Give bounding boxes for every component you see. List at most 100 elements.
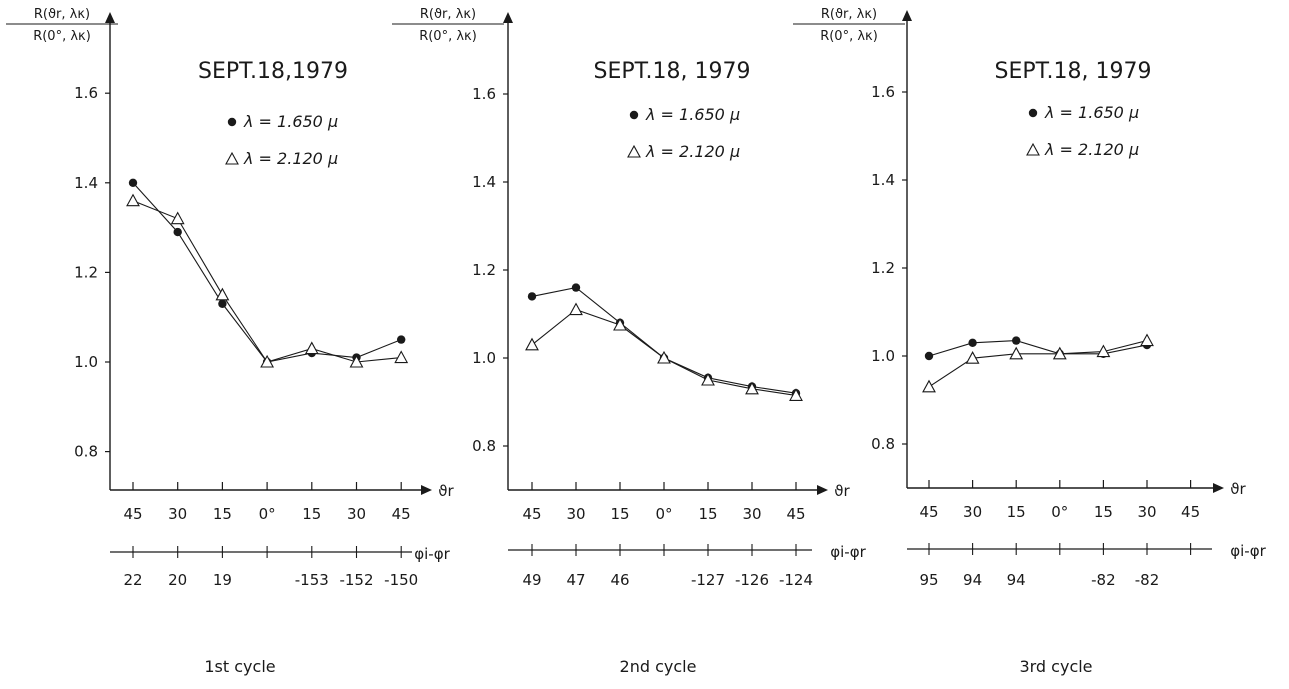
secondary-tick-label: 22	[123, 571, 142, 589]
data-point-circle	[173, 227, 182, 237]
y-tick-label: 1.6	[472, 85, 496, 103]
data-point-triangle	[965, 351, 980, 364]
panel-1: ϑr 0.8 1.0 1.2 1.4 1.6 R(ϑr, λκ) R(0°, λκ) 45 30 1…	[6, 7, 455, 676]
y-tick-label: 0.8	[472, 437, 496, 455]
y-axis-label-numerator: R(ϑr, λκ)	[34, 7, 90, 22]
y-axis-label-numerator: R(ϑr, λκ)	[821, 7, 877, 22]
x-axis-label: ϑr	[438, 482, 454, 500]
series-line-2	[928, 340, 1148, 388]
data-point-triangle	[789, 388, 803, 401]
panel-caption: 2nd cycle	[620, 657, 697, 676]
x-tick-label: 30	[742, 505, 761, 523]
y-tick-label: 1.6	[74, 84, 98, 102]
secondary-tick-label: 20	[168, 571, 187, 589]
x-axis-arrow	[421, 485, 432, 495]
y-tick-label: 1.0	[871, 347, 895, 365]
y-tick-label: 0.8	[871, 435, 895, 453]
data-point-triangle	[1096, 344, 1111, 358]
secondary-tick-label: 49	[522, 571, 541, 589]
secondary-tick-label: 95	[919, 571, 938, 589]
data-point-circle	[527, 292, 537, 301]
legend-label: λ = 2.120 μ	[1044, 140, 1139, 159]
y-axis-label-denominator: R(0°, λκ)	[820, 29, 878, 44]
x-axis-label: ϑr	[1230, 480, 1246, 498]
x-tick-label: 30	[347, 505, 366, 523]
data-point-circle	[218, 299, 227, 308]
series-line-1	[531, 287, 797, 394]
x-tick-label: 30	[1137, 503, 1156, 521]
y-tick-label: 1.0	[74, 353, 98, 371]
secondary-tick-label: -153	[295, 571, 329, 589]
chart-title: SEPT.18,1979	[198, 59, 348, 84]
secondary-tick-label: -126	[735, 571, 769, 589]
y-axis-arrow	[503, 12, 513, 23]
data-point-triangle	[394, 350, 409, 364]
data-point-triangle	[922, 379, 936, 393]
x-tick-label: 30	[566, 505, 585, 523]
y-tick-label: 1.6	[871, 83, 895, 101]
data-point-triangle	[1052, 346, 1067, 360]
x-tick-label: 45	[123, 505, 142, 523]
x-tick-label: 15	[1094, 503, 1113, 521]
secondary-axis-label: φi-φr	[414, 545, 450, 563]
data-point-triangle	[349, 354, 364, 368]
legend-marker-circle	[1028, 108, 1038, 118]
data-point-triangle	[304, 341, 319, 355]
legend-marker-triangle	[627, 144, 641, 158]
data-point-triangle	[1009, 346, 1024, 360]
data-point-triangle	[215, 287, 230, 301]
data-point-circle	[924, 351, 934, 361]
x-axis-arrow	[1213, 483, 1224, 493]
chart-title: SEPT.18, 1979	[995, 59, 1152, 84]
series-line-1	[132, 182, 402, 363]
x-tick-label: 15	[1007, 503, 1026, 521]
x-tick-label: 30	[168, 505, 187, 523]
panel-caption: 1st cycle	[204, 657, 275, 676]
data-point-circle	[128, 178, 138, 187]
secondary-tick-label: 94	[963, 571, 982, 589]
data-point-circle	[397, 335, 406, 344]
legend-label: λ = 2.120 μ	[645, 142, 740, 161]
x-axis-label: ϑr	[834, 482, 850, 500]
y-tick-label: 1.4	[74, 174, 98, 192]
x-tick-label: 45	[1181, 503, 1200, 521]
x-axis-arrow	[817, 485, 828, 495]
data-point-triangle	[1140, 333, 1154, 347]
x-tick-label: 45	[786, 505, 805, 523]
legend-label: λ = 1.650 μ	[243, 112, 338, 131]
legend-marker-circle	[629, 110, 639, 120]
y-axis-label-denominator: R(0°, λκ)	[33, 29, 91, 44]
x-tick-label: 15	[610, 505, 629, 523]
secondary-axis-label: φi-φr	[1230, 542, 1266, 560]
legend-marker-triangle	[1026, 142, 1040, 156]
y-tick-label: 1.4	[472, 173, 496, 191]
y-axis-label-numerator: R(ϑr, λκ)	[420, 7, 476, 22]
y-axis-arrow	[105, 12, 115, 23]
secondary-tick-label: 19	[213, 571, 232, 589]
data-point-triangle	[170, 211, 185, 225]
data-point-triangle	[701, 372, 715, 386]
secondary-tick-label: 47	[566, 571, 585, 589]
secondary-tick-label: -150	[384, 571, 418, 589]
panel-caption: 3rd cycle	[1019, 657, 1092, 676]
secondary-tick-label: -124	[779, 571, 813, 589]
y-tick-label: 1.0	[472, 349, 496, 367]
y-tick-label: 1.2	[74, 263, 98, 281]
secondary-tick-label: -82	[1135, 571, 1160, 589]
series-line-1	[928, 340, 1148, 357]
legend-label: λ = 1.650 μ	[645, 105, 740, 124]
y-axis-arrow	[902, 10, 912, 21]
panel-2: ϑr 0.8 1.0 1.2 1.4 1.6 R(ϑr, λκ) R(0°, λκ) 45 30 1…	[392, 7, 867, 676]
y-axis-label-denominator: R(0°, λκ)	[419, 29, 477, 44]
data-point-triangle	[613, 317, 627, 331]
legend-label: λ = 2.120 μ	[243, 149, 338, 168]
legend-label: λ = 1.650 μ	[1044, 103, 1139, 122]
data-point-triangle	[657, 350, 671, 364]
y-tick-label: 1.2	[472, 261, 496, 279]
x-tick-label: 15	[302, 505, 321, 523]
data-point-circle	[571, 283, 581, 292]
data-point-circle	[1012, 336, 1021, 345]
x-tick-label: 15	[698, 505, 717, 523]
data-point-triangle	[260, 354, 275, 368]
